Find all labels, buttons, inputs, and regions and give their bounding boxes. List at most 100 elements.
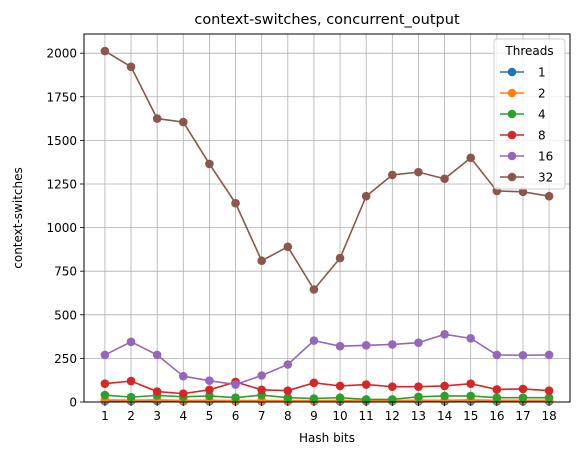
legend-entry-16: 16 [500,150,553,164]
data-point [309,285,319,294]
data-point [440,174,449,184]
data-point [178,389,188,398]
data-point [126,337,136,347]
data-point [518,350,528,360]
data-point [440,330,449,339]
data-point [544,350,554,360]
data-point [309,378,319,388]
y-axis-label: context-switches [11,167,25,269]
data-point [414,382,423,391]
plot-frame [83,33,571,403]
data-point [309,394,319,403]
x-tick-label: 17 [515,409,530,423]
data-point [231,393,240,402]
data-point [178,117,188,127]
y-tick-label: 1750 [46,90,77,104]
x-tick-label: 15 [463,409,478,423]
x-tick-label: 11 [359,409,374,423]
data-point [126,392,136,402]
data-point [361,380,371,389]
data-point [414,392,423,402]
y-tick-label: 1250 [46,177,77,191]
series-line [104,333,550,386]
series-4 [100,390,554,404]
x-tick-label: 14 [437,409,452,423]
data-point [283,393,293,402]
legend-swatch-marker [507,88,517,98]
data-point [466,391,476,401]
data-point [466,153,476,163]
legend-swatch-marker [507,130,517,140]
x-tick-label: 6 [232,409,240,423]
data-point [231,198,240,208]
data-point [231,380,240,389]
data-point [100,46,110,56]
legend-entry-32: 32 [500,171,553,185]
y-tick-label: 250 [54,352,77,366]
y-tick-label: 1000 [46,221,77,235]
data-point [100,390,110,400]
legend-label: 2 [538,87,546,101]
legend-label: 8 [538,129,546,143]
y-axis-ticks: 0 250 500 750 1000 1250 1500 1750 2000 [46,47,84,410]
data-point [492,350,502,360]
data-point [388,170,397,180]
data-point [544,191,554,201]
x-tick-label: 4 [179,409,187,423]
data-point [518,384,528,394]
data-point [178,371,188,381]
data-point [335,253,345,263]
data-point [283,360,293,369]
data-point [257,371,266,380]
data-point [126,62,136,72]
data-point [257,385,266,395]
y-tick-label: 1500 [46,134,77,148]
grid-lines [84,34,570,403]
x-tick-label: 5 [206,409,214,423]
legend: Threads 1 2 4 8 16 32 [493,38,566,190]
data-point [388,382,397,391]
data-point [152,350,162,360]
y-tick-label: 750 [54,265,77,279]
x-tick-label: 2 [127,409,135,423]
series-32 [100,46,554,294]
data-point [283,242,293,252]
legend-swatch-marker [507,109,517,119]
x-tick-label: 3 [153,409,161,423]
legend-swatch-marker [507,151,517,161]
data-point [414,338,423,348]
data-point [544,386,554,395]
x-tick-label: 18 [541,409,556,423]
legend-label: 16 [538,150,553,164]
x-tick-label: 16 [489,409,504,423]
data-point [205,159,214,169]
y-tick-label: 0 [69,396,77,410]
data-point [361,191,371,201]
series-line [104,380,550,395]
legend-swatch-marker [507,172,517,182]
data-point [152,114,162,123]
data-point [205,391,214,401]
x-tick-label: 7 [258,409,266,423]
x-tick-label: 9 [310,409,318,423]
data-point [466,334,476,343]
data-point [440,381,449,391]
y-tick-label: 2000 [46,47,77,61]
data-point [492,385,502,394]
series-16 [100,330,554,389]
series-line [104,50,550,291]
legend-frame [493,38,566,190]
series-line [104,394,550,401]
x-tick-label: 8 [284,409,292,423]
data-point [335,381,345,391]
data-point [335,393,345,402]
legend-title: Threads [504,44,553,58]
data-point [283,386,293,395]
legend-entry-4: 4 [500,108,546,122]
legend-label: 4 [538,108,546,122]
data-point [414,167,423,177]
data-point [544,393,554,402]
series-layer [100,46,554,406]
data-point [152,387,162,396]
